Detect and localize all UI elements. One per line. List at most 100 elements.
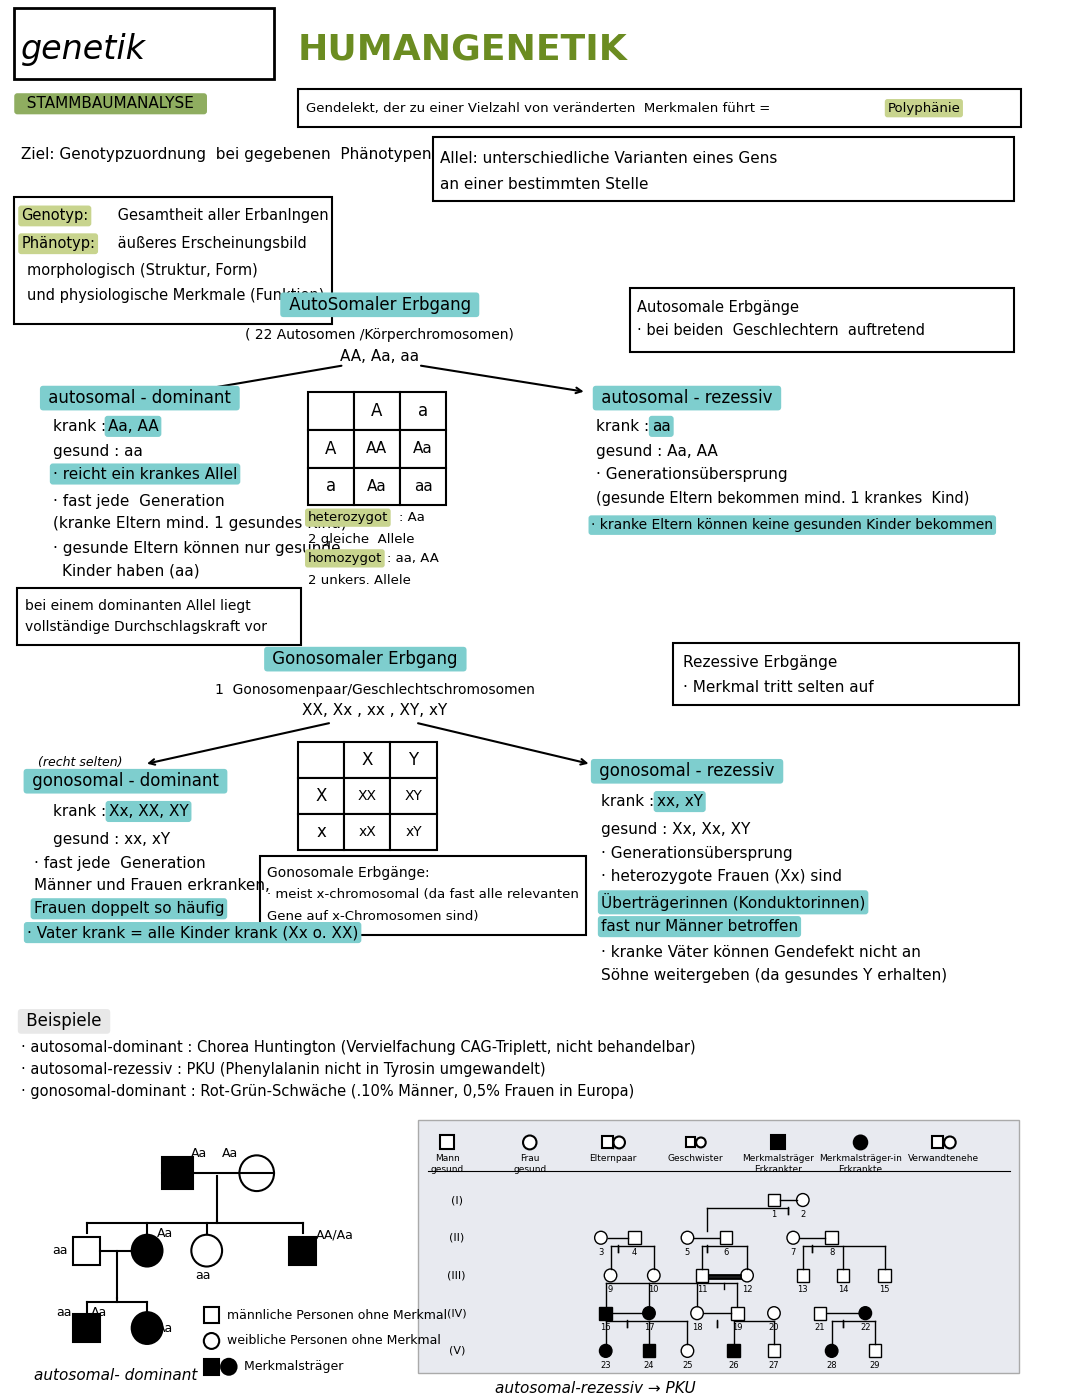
Text: an einer bestimmten Stelle: an einer bestimmten Stelle (441, 176, 649, 191)
Text: Aa: Aa (157, 1227, 173, 1239)
Circle shape (191, 1235, 222, 1267)
Text: gesund: gesund (431, 1165, 463, 1175)
Text: · meist x-chromosomal (da fast alle relevanten: · meist x-chromosomal (da fast alle rele… (267, 888, 579, 901)
Text: 29: 29 (869, 1361, 880, 1370)
Text: Beispiele: Beispiele (22, 1013, 107, 1031)
Bar (298, 742, 345, 778)
Text: gesund : aa: gesund : aa (53, 444, 143, 458)
Bar (686, 1137, 696, 1147)
Bar (797, 1268, 809, 1282)
Text: fast nur Männer betroffen: fast nur Männer betroffen (600, 919, 798, 935)
Text: aa: aa (414, 479, 432, 495)
Bar (308, 468, 354, 506)
Text: Merkmalsträger-in: Merkmalsträger-in (819, 1154, 902, 1164)
Bar (630, 288, 1014, 352)
Text: (I): (I) (450, 1194, 462, 1206)
Bar (868, 1344, 881, 1358)
Text: (gesunde Eltern bekommen mind. 1 krankes  Kind): (gesunde Eltern bekommen mind. 1 krankes… (596, 492, 970, 506)
Text: AA/Aa: AA/Aa (316, 1229, 354, 1242)
Text: Aa, AA: Aa, AA (108, 419, 159, 434)
Text: morphologisch (Struktur, Form): morphologisch (Struktur, Form) (27, 263, 258, 278)
Bar (73, 1315, 100, 1343)
Text: A: A (372, 402, 382, 420)
Bar (602, 1137, 613, 1148)
Text: 2: 2 (800, 1210, 806, 1220)
Text: · bei beiden  Geschlechtern  auftretend: · bei beiden Geschlechtern auftretend (637, 323, 926, 338)
Text: · reicht ein krankes Allel: · reicht ein krankes Allel (53, 467, 238, 482)
Circle shape (605, 1268, 617, 1282)
Text: aa: aa (52, 1245, 67, 1257)
Circle shape (523, 1136, 537, 1150)
Bar (599, 1306, 612, 1320)
Text: gesund : xx, xY: gesund : xx, xY (53, 831, 170, 847)
Text: · Generationsübersprung: · Generationsübersprung (600, 845, 793, 861)
Text: 1  Gonosomenpaar/Geschlechtschromosomen: 1 Gonosomenpaar/Geschlechtschromosomen (215, 683, 535, 697)
Circle shape (825, 1344, 838, 1358)
Text: 2 unkers. Allele: 2 unkers. Allele (308, 574, 410, 587)
Text: 12: 12 (742, 1285, 753, 1295)
Bar (673, 643, 1020, 704)
Text: AutoSomaler Erbgang: AutoSomaler Erbgang (284, 296, 476, 314)
Bar (308, 393, 354, 430)
Text: autosomal - dominant: autosomal - dominant (43, 390, 237, 407)
Text: heterozygot: heterozygot (308, 511, 388, 524)
Text: Erkrankter: Erkrankter (754, 1165, 801, 1175)
Text: A: A (325, 440, 337, 458)
Bar (629, 1231, 640, 1245)
Bar (400, 468, 446, 506)
Text: genetik: genetik (22, 34, 146, 66)
Text: 16: 16 (600, 1323, 611, 1333)
Text: krank :: krank : (53, 419, 116, 434)
Bar (727, 1344, 740, 1358)
Bar (298, 778, 345, 814)
Text: Aa: Aa (221, 1147, 238, 1161)
Circle shape (132, 1235, 162, 1267)
Text: · autosomal-dominant : Chorea Huntington (Vervielfachung CAG-Triplett, nicht beh: · autosomal-dominant : Chorea Huntington… (22, 1041, 696, 1055)
Text: gesund : Xx, Xx, XY: gesund : Xx, Xx, XY (600, 821, 751, 837)
Bar (932, 1137, 943, 1148)
Circle shape (681, 1344, 693, 1358)
Text: Söhne weitergeben (da gesundes Y erhalten): Söhne weitergeben (da gesundes Y erhalte… (600, 968, 947, 982)
Circle shape (944, 1137, 956, 1148)
Text: aa: aa (652, 419, 671, 434)
Bar (814, 1306, 826, 1320)
Text: homozygot: homozygot (308, 552, 382, 564)
Circle shape (599, 1344, 612, 1358)
Text: Polyphänie: Polyphänie (888, 102, 960, 115)
Text: 27: 27 (769, 1361, 780, 1370)
Text: 5: 5 (685, 1248, 690, 1257)
Text: Xx, XX, XY: Xx, XX, XY (109, 805, 188, 819)
Bar (345, 778, 390, 814)
Circle shape (797, 1193, 809, 1207)
Text: 3: 3 (598, 1248, 604, 1257)
Circle shape (204, 1333, 219, 1350)
Text: · kranke Väter können Gendefekt nicht an: · kranke Väter können Gendefekt nicht an (600, 944, 921, 960)
Bar (390, 742, 436, 778)
Text: gesund : Aa, AA: gesund : Aa, AA (596, 444, 718, 458)
Bar (731, 1306, 744, 1320)
Circle shape (787, 1231, 799, 1245)
Text: a: a (326, 478, 336, 496)
Text: (III): (III) (447, 1270, 465, 1281)
Text: HUMANGENETIK: HUMANGENETIK (298, 32, 627, 67)
Bar (298, 814, 345, 849)
Text: : Aa: : Aa (399, 511, 424, 524)
Text: Autosomale Erbgänge: Autosomale Erbgänge (637, 300, 799, 314)
Text: 7: 7 (791, 1248, 796, 1257)
Text: 14: 14 (838, 1285, 849, 1295)
Circle shape (681, 1231, 693, 1245)
Bar (289, 1236, 316, 1264)
Text: Rezessive Erbgänge: Rezessive Erbgänge (683, 655, 837, 671)
Text: 28: 28 (826, 1361, 837, 1370)
Circle shape (132, 1312, 162, 1344)
Text: xX: xX (359, 824, 376, 838)
Text: autosomal - rezessiv: autosomal - rezessiv (596, 390, 778, 407)
Bar (354, 468, 400, 506)
Text: : aa, AA: : aa, AA (388, 552, 440, 564)
Text: · fast jede  Generation: · fast jede Generation (53, 495, 225, 510)
Bar (345, 814, 390, 849)
Text: autosomal-rezessiv → PKU: autosomal-rezessiv → PKU (495, 1380, 696, 1396)
Text: 26: 26 (728, 1361, 739, 1370)
Bar (400, 430, 446, 468)
Text: aa: aa (56, 1306, 71, 1319)
